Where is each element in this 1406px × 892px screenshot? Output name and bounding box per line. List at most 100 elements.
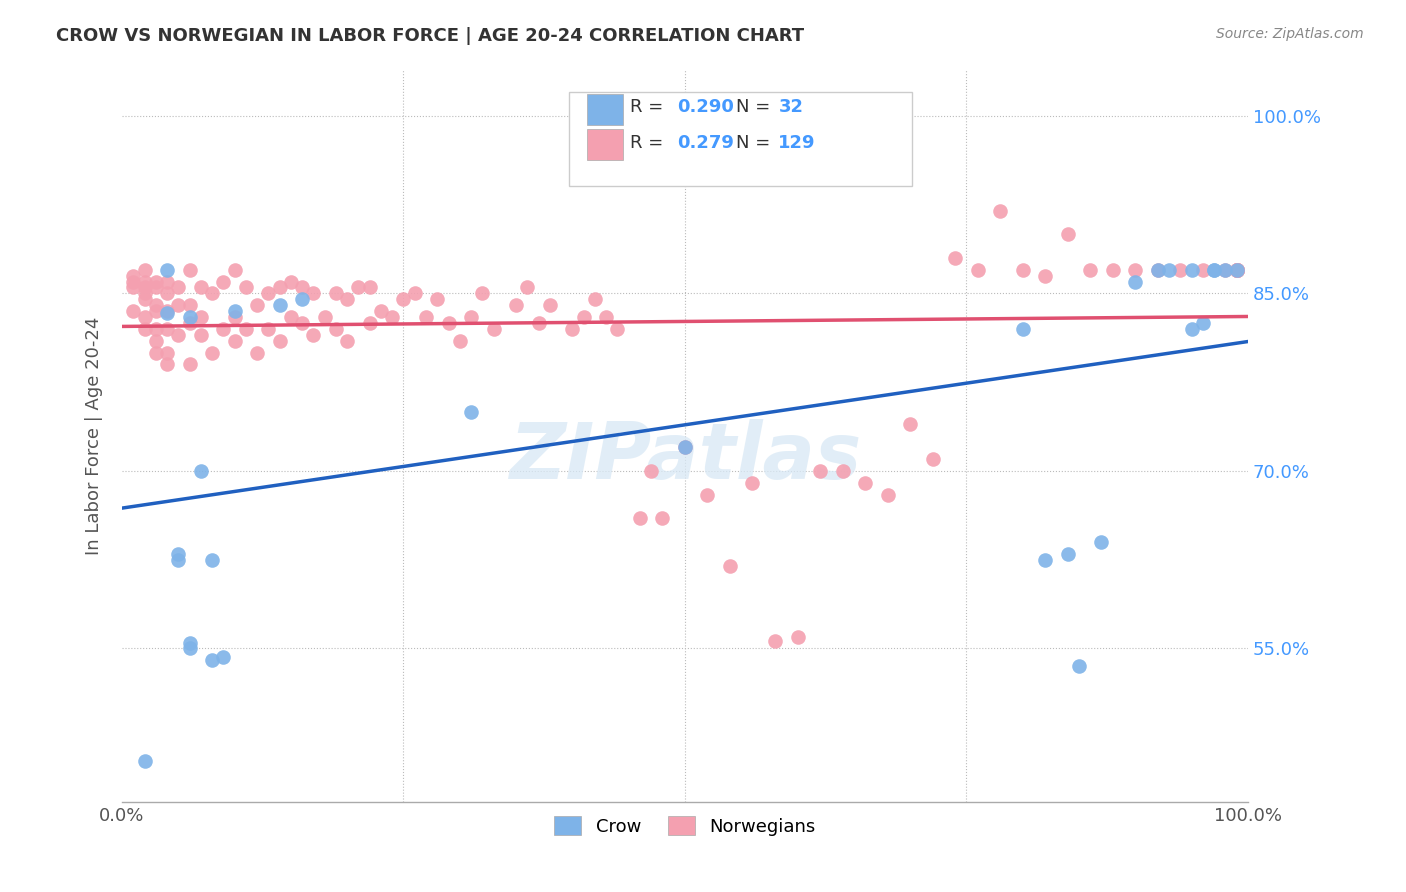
Point [1168, 262, 1191, 277]
Point [1146, 262, 1168, 277]
Point [538, 298, 561, 312]
Point [359, 280, 381, 294]
Point [741, 475, 763, 490]
Y-axis label: In Labor Force | Age 20-24: In Labor Force | Age 20-24 [86, 316, 103, 555]
Point [156, 275, 179, 289]
Point [460, 405, 482, 419]
Point [134, 280, 156, 294]
Point [988, 203, 1011, 218]
Point [201, 653, 224, 667]
Point [257, 286, 280, 301]
Text: R =: R = [630, 98, 669, 117]
Point [302, 327, 325, 342]
Text: N =: N = [735, 134, 776, 152]
Point [628, 511, 651, 525]
Point [224, 310, 246, 324]
Point [1123, 262, 1146, 277]
Point [122, 275, 145, 289]
Point [201, 286, 224, 301]
Text: 0.290: 0.290 [678, 98, 734, 117]
Point [280, 310, 302, 324]
Point [921, 452, 943, 467]
Point [325, 286, 347, 301]
Text: R =: R = [630, 134, 669, 152]
Point [786, 630, 808, 644]
Point [943, 251, 966, 265]
Text: CROW VS NORWEGIAN IN LABOR FORCE | AGE 20-24 CORRELATION CHART: CROW VS NORWEGIAN IN LABOR FORCE | AGE 2… [56, 27, 804, 45]
Point [404, 286, 426, 301]
Point [235, 322, 257, 336]
Point [561, 322, 583, 336]
Point [212, 649, 235, 664]
Point [1226, 262, 1249, 277]
Point [449, 334, 471, 348]
Point [134, 754, 156, 768]
Point [359, 316, 381, 330]
Point [167, 280, 190, 294]
Point [392, 293, 415, 307]
Point [179, 310, 201, 324]
Point [224, 334, 246, 348]
Point [179, 358, 201, 372]
Point [291, 316, 314, 330]
Point [1226, 262, 1249, 277]
Point [1123, 275, 1146, 289]
Point [201, 552, 224, 566]
Text: ZIPatlas: ZIPatlas [509, 419, 860, 495]
Point [145, 322, 167, 336]
Point [235, 280, 257, 294]
Point [336, 293, 359, 307]
Point [1033, 268, 1056, 283]
Point [1067, 659, 1090, 673]
Point [1011, 262, 1033, 277]
Point [269, 280, 291, 294]
Point [1226, 262, 1249, 277]
Point [1226, 262, 1249, 277]
Point [808, 464, 831, 478]
Point [156, 322, 179, 336]
Point [1226, 262, 1249, 277]
Point [651, 511, 673, 525]
Point [134, 310, 156, 324]
Point [1011, 322, 1033, 336]
Point [314, 310, 336, 324]
Point [145, 334, 167, 348]
Point [1146, 262, 1168, 277]
Point [167, 327, 190, 342]
Point [516, 280, 538, 294]
Point [1202, 262, 1225, 277]
Point [190, 327, 212, 342]
Point [302, 286, 325, 301]
Point [673, 440, 696, 454]
Point [572, 310, 595, 324]
Point [1180, 322, 1202, 336]
Point [1056, 227, 1078, 242]
Point [1226, 262, 1249, 277]
Text: 32: 32 [779, 98, 803, 117]
Point [179, 635, 201, 649]
Point [1157, 262, 1180, 277]
Point [190, 280, 212, 294]
Point [190, 464, 212, 478]
Point [696, 487, 718, 501]
Point [179, 262, 201, 277]
Point [1226, 262, 1249, 277]
Point [246, 345, 269, 359]
Point [1226, 262, 1249, 277]
Point [145, 275, 167, 289]
Point [122, 268, 145, 283]
Point [898, 417, 921, 431]
Point [1180, 262, 1202, 277]
Point [595, 310, 617, 324]
Point [1226, 262, 1249, 277]
Point [167, 552, 190, 566]
Point [212, 275, 235, 289]
Text: N =: N = [735, 98, 776, 117]
Point [145, 298, 167, 312]
Point [1226, 262, 1249, 277]
Point [1213, 262, 1236, 277]
Point [122, 280, 145, 294]
Point [190, 310, 212, 324]
Point [167, 298, 190, 312]
Point [145, 280, 167, 294]
